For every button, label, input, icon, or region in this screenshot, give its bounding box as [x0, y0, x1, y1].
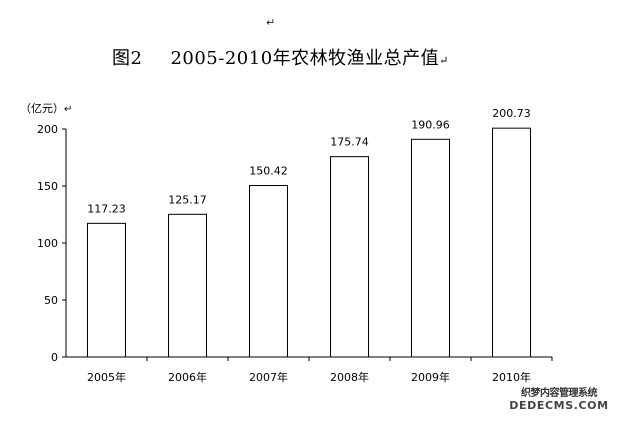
y-tick-label: 0 — [51, 351, 58, 364]
y-tick-label: 100 — [37, 237, 58, 250]
x-tick-label: 2009年 — [411, 370, 450, 384]
bar — [249, 185, 288, 358]
bar — [330, 156, 369, 358]
bar — [168, 213, 207, 358]
data-label: 175.74 — [330, 136, 369, 149]
data-label: 200.73 — [492, 107, 531, 120]
y-axis-unit: （亿元）↵ — [20, 100, 72, 116]
watermark-line2: DEDECMS.COM — [509, 398, 609, 412]
bar — [87, 222, 126, 358]
return-mark: ↵ — [64, 104, 73, 115]
x-tick-label: 2005年 — [87, 370, 126, 384]
watermark-logo: 织梦内容管理系统 DEDECMS.COM — [504, 388, 614, 412]
return-mark: ↵ — [439, 54, 449, 67]
y-tick-label: 200 — [37, 123, 58, 136]
x-tick-label: 2010年 — [492, 370, 531, 384]
data-label: 190.96 — [411, 118, 450, 131]
x-tick-label: 2008年 — [330, 370, 369, 384]
data-label: 117.23 — [87, 202, 126, 215]
bar — [492, 127, 531, 358]
data-label: 150.42 — [249, 165, 288, 178]
return-mark: ↵ — [266, 16, 276, 29]
chart-title-text: 2005-2010年农林牧渔业总产值 — [170, 48, 440, 69]
data-label: 125.17 — [168, 193, 207, 206]
figure-label: 图2 — [112, 48, 143, 69]
watermark-line1: 织梦内容管理系统 — [521, 388, 598, 399]
y-axis-unit-text: （亿元） — [20, 102, 64, 115]
y-tick-label: 50 — [44, 294, 58, 307]
y-tick-label: 150 — [37, 180, 58, 193]
x-tick-label: 2006年 — [168, 370, 207, 384]
chart-title: 图2 2005-2010年农林牧渔业总产值↵ — [112, 44, 449, 70]
bar — [411, 138, 450, 358]
x-tick-label: 2007年 — [249, 370, 288, 384]
